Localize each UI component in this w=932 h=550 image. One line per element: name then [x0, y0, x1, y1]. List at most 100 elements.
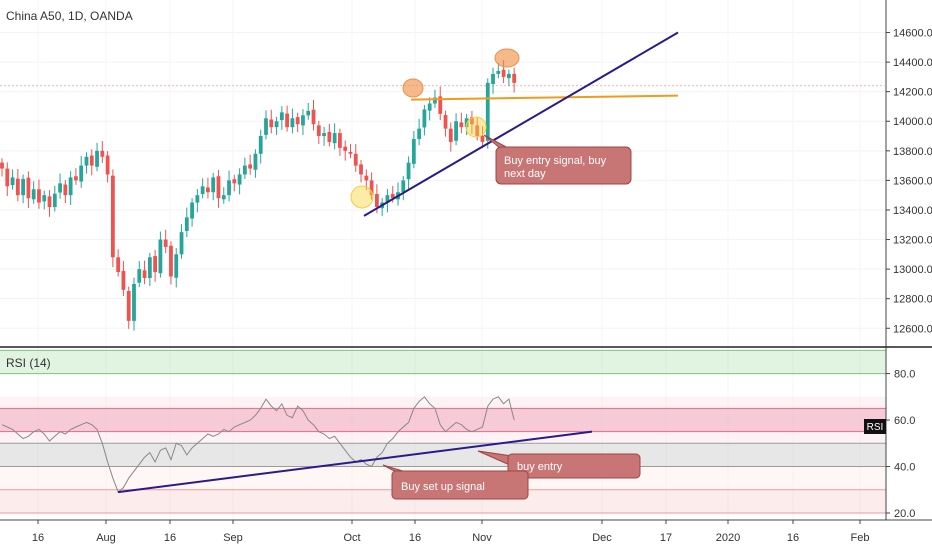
candle-body: [31, 189, 36, 200]
candle-body: [443, 115, 448, 129]
candle-body: [417, 128, 422, 139]
candle-body: [195, 195, 200, 203]
rsi-tick-label: 80.0: [894, 369, 915, 381]
candle-body: [448, 128, 453, 142]
callout-box: [391, 470, 529, 500]
candle-body: [110, 175, 115, 258]
candle-body: [237, 174, 242, 185]
candle-body: [353, 153, 358, 166]
candle-body: [26, 177, 31, 199]
callout-text: Buy set up signal: [401, 481, 485, 493]
candle-body: [258, 136, 263, 154]
candle-body: [322, 133, 326, 137]
candle-body: [184, 217, 189, 231]
candle-body: [21, 178, 26, 196]
callout-buy-entry[interactable]: buy entry: [477, 450, 641, 479]
price-tick-label: 14600.0: [893, 28, 932, 40]
date-tick-label: 16: [32, 532, 44, 544]
candle-body: [100, 150, 105, 157]
candle-body: [200, 186, 205, 194]
candle-body: [15, 178, 20, 196]
candle-body: [359, 164, 363, 175]
candle-body: [37, 189, 41, 203]
candle-body: [327, 131, 332, 142]
rsi-line: [1, 396, 515, 493]
candle-body: [137, 269, 142, 283]
highlight-circle-nov-high[interactable]: [494, 48, 520, 68]
candle-body: [512, 73, 517, 83]
highlight-circle-oct-low[interactable]: [350, 185, 374, 209]
highlight-circle-late-oct[interactable]: [465, 116, 487, 138]
rsi-band-red: [0, 408, 886, 432]
candle-body: [89, 155, 94, 166]
highlight-circle-resistance[interactable]: [402, 78, 424, 98]
candle-body: [306, 110, 311, 116]
callout-box: [495, 146, 632, 185]
candle-body: [105, 155, 110, 175]
candle-body: [227, 180, 231, 196]
candle-body: [68, 177, 73, 196]
candle-body: [438, 96, 443, 114]
callout-buy-entry-signal[interactable]: Buy entry signal, buy next day: [483, 134, 632, 185]
candle-body: [385, 195, 390, 203]
rsi-trendline[interactable]: [117, 430, 593, 494]
candle-body: [147, 257, 152, 278]
candle-body: [79, 165, 84, 182]
callout-line: next day: [504, 168, 546, 180]
price-trendline[interactable]: [363, 31, 679, 217]
candle-body: [364, 175, 369, 181]
candle-body: [285, 113, 290, 128]
candles: [0, 60, 517, 331]
candle-body: [501, 69, 506, 77]
date-tick-label: 17: [660, 532, 672, 544]
candle-body: [163, 239, 168, 247]
rsi-indicator-title: RSI (14): [6, 356, 51, 370]
candle-body: [253, 153, 258, 170]
rsi-tick-label: 60.0: [894, 415, 915, 427]
price-tick-label: 13600.0: [893, 175, 932, 187]
candle-body: [47, 196, 52, 208]
candle-body: [311, 109, 316, 125]
candle-body: [295, 117, 300, 125]
candle-body: [422, 109, 427, 128]
time-axis[interactable]: 16 Aug 16 Sep Oct 16 Nov Dec 17 2020 16 Feb: [32, 520, 870, 544]
candle-body: [470, 117, 474, 125]
horizontal-resistance-line[interactable]: [410, 94, 679, 101]
price-axis[interactable]: 12600.0 12800.0 13000.0 13200.0 13400.0 13600…: [886, 28, 932, 336]
price-tick-label: 12600.0: [893, 323, 932, 335]
candle-body: [264, 118, 268, 135]
price-tick-label: 12800.0: [893, 294, 932, 306]
price-tick-label: 13200.0: [893, 235, 932, 247]
candle-body: [95, 150, 99, 167]
candle-body: [142, 270, 147, 278]
candle-body: [491, 73, 495, 84]
candle-body: [174, 254, 179, 278]
candle-body: [179, 232, 184, 255]
candle-body: [406, 162, 411, 180]
rsi-axis[interactable]: 20.0 40.0 60.0 80.0: [886, 369, 915, 520]
price-tick-label: 13400.0: [893, 205, 932, 217]
date-tick-label: Dec: [592, 532, 612, 544]
candle-body: [485, 82, 490, 141]
callout-text: Buy entry signal, buy next day: [504, 155, 607, 180]
candle-body: [411, 138, 416, 164]
date-tick-label: Aug: [96, 532, 116, 544]
candle-body: [343, 146, 348, 151]
candle-body: [480, 136, 485, 142]
rsi-badge-label: RSI: [867, 422, 884, 433]
candle-body: [301, 115, 305, 126]
callout-text: buy entry: [517, 461, 563, 473]
candle-body: [401, 180, 406, 193]
candle-body: [206, 187, 210, 193]
rsi-band-green: [0, 350, 886, 374]
candle-body: [459, 122, 464, 128]
candle-body: [52, 193, 57, 208]
chart-title: China A50, 1D, OANDA: [6, 9, 133, 23]
candle-body: [216, 176, 221, 199]
candle-body: [42, 195, 47, 202]
callout-buy-set-up-signal[interactable]: Buy set up signal: [382, 464, 529, 500]
candle-body: [427, 103, 432, 111]
price-tick-label: 13800.0: [893, 146, 932, 158]
